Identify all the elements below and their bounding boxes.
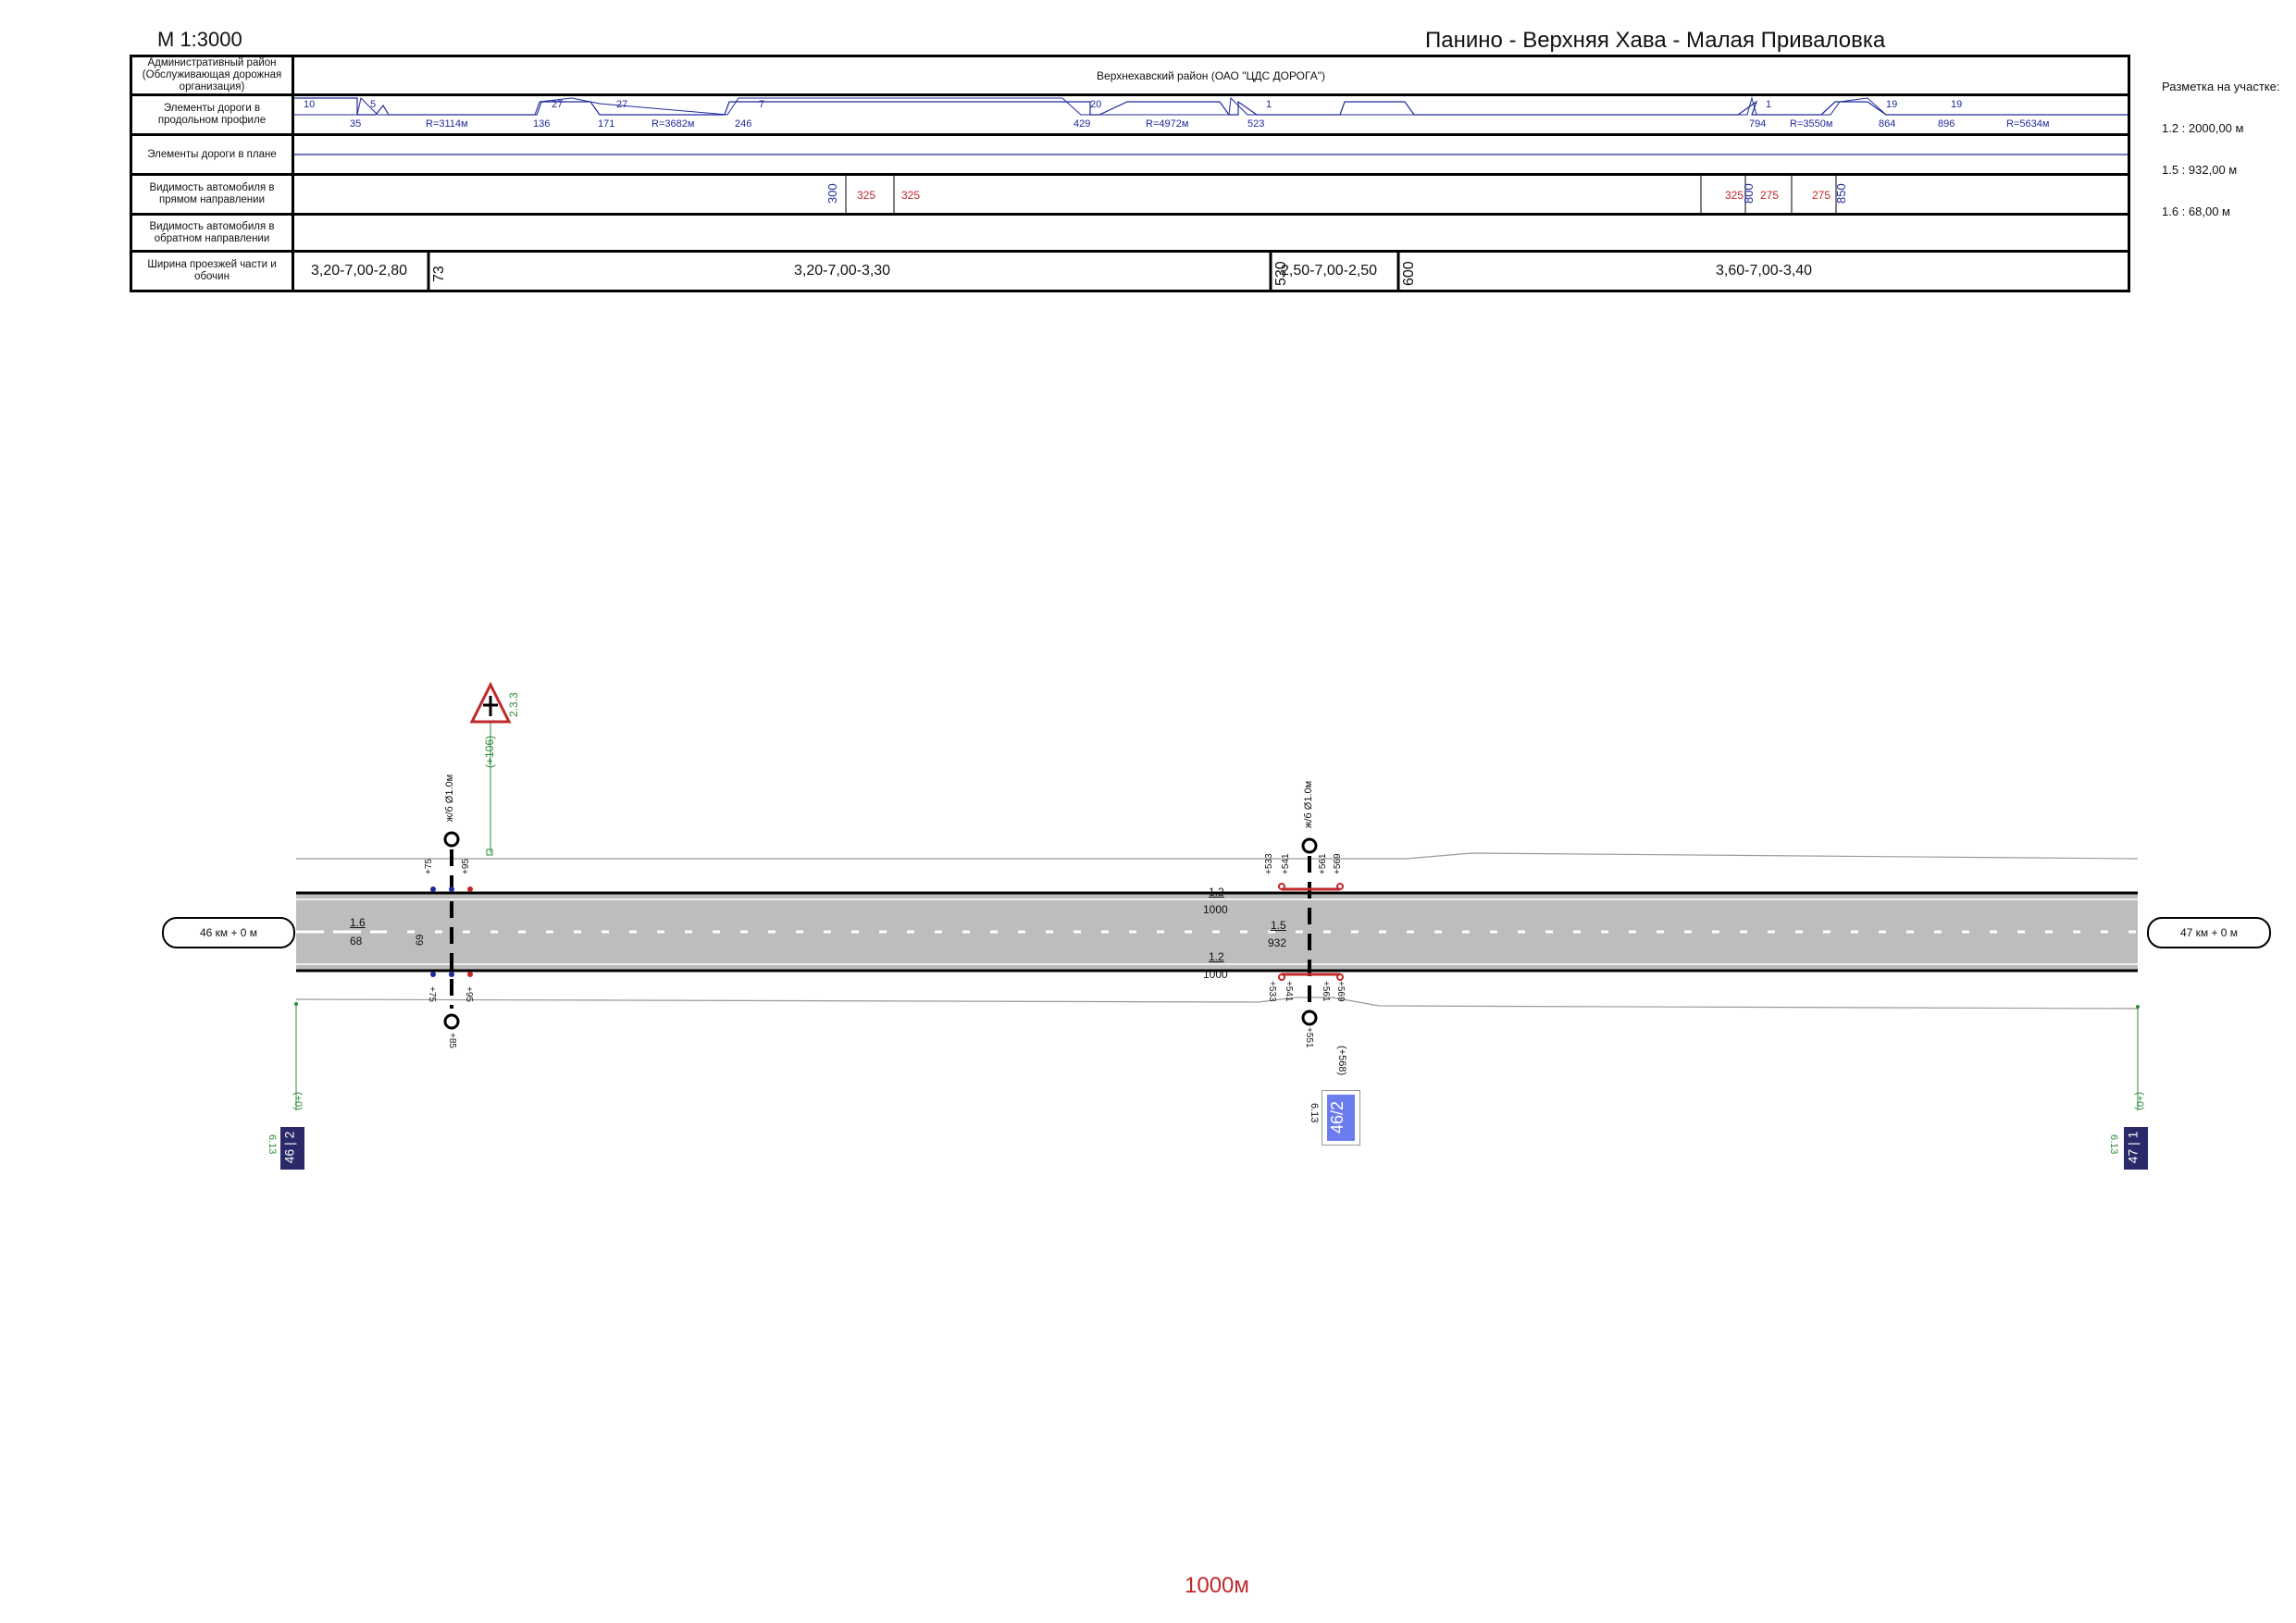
radius-label: R=3682м: [652, 118, 695, 130]
radius-label: R=3114м: [426, 118, 468, 130]
offset-label: +541: [1281, 853, 1291, 874]
offset-label: +569: [1333, 853, 1343, 874]
marking-code: 1.2: [1209, 950, 1224, 963]
visibility-value: 275: [1812, 189, 1831, 202]
visibility-value: 325: [857, 189, 876, 202]
sign-offset: (+0): [2134, 1092, 2145, 1110]
widths-cell: 3,20-7,00-2,80 73 3,20-7,00-3,30 530 2,5…: [292, 250, 2130, 292]
row-label-plan: Элементы дороги в плане: [130, 133, 294, 176]
marking-code: 69: [415, 934, 426, 946]
profile-line: [294, 96, 2128, 116]
offset-label: +533: [1264, 853, 1274, 874]
station-label: 35: [350, 118, 362, 130]
map-scale: М 1:3000: [157, 28, 242, 51]
radius-label: R=4972м: [1146, 118, 1189, 130]
sign-offset: (+0): [292, 1092, 304, 1110]
admin-district: Верхнехавский район (ОАО "ЦДС ДОРОГА"): [292, 55, 2130, 96]
slope-label: 5: [370, 99, 377, 110]
offset-label: +85: [447, 1033, 457, 1048]
plan-cell: [292, 133, 2130, 176]
radius-label: R=5634м: [2006, 118, 2050, 130]
visibility-value: 325: [901, 189, 921, 202]
offset-label: +95: [464, 986, 474, 1002]
offset-label: +75: [424, 859, 434, 874]
offset-label: +75: [427, 986, 437, 1002]
summary-title: Разметка на участке:: [2162, 80, 2280, 93]
marking-length: 932: [1268, 936, 1287, 949]
pipe-label: ж/б Ø1.0м: [444, 774, 455, 822]
row-label-visibility-forward: Видимость автомобиля в прямом направлени…: [130, 173, 294, 216]
visibility-dividers: [845, 176, 1837, 213]
slope-label: 27: [552, 99, 564, 110]
marking-length: 68: [350, 935, 363, 948]
slope-label: 1: [1766, 99, 1772, 110]
sign-code: 6.13: [267, 1134, 278, 1155]
width-segment: 3,20-7,00-2,80: [311, 263, 408, 279]
marking-summary: Разметка на участке: 1.2 : 2000,00 м 1.5…: [2162, 52, 2279, 232]
sign-code: 6.13: [1309, 1103, 1320, 1123]
station-label: 429: [1074, 118, 1091, 130]
profile-cell: 10 5 27 27 7 20 1 1 19 19 35 136 171 246…: [292, 93, 2130, 136]
station-label: 246: [735, 118, 752, 130]
station-label: 794: [1749, 118, 1767, 130]
km-start-marker: 46 км + 0 м: [162, 917, 295, 948]
sign-offset: (+106): [483, 735, 496, 768]
slope-label: 19: [1951, 99, 1963, 110]
summary-line: 1.6 : 68,00 м: [2162, 204, 2230, 218]
marking-length: 1000: [1203, 968, 1228, 981]
sign-code: 2.3.3: [507, 692, 520, 717]
km-post-sign-mid: 46/2: [1322, 1090, 1360, 1146]
sign-code: 6.13: [2108, 1134, 2119, 1155]
marking-code: 1.6: [350, 916, 366, 929]
summary-line: 1.2 : 2000,00 м: [2162, 121, 2244, 135]
km-end-marker: 47 км + 0 м: [2147, 917, 2271, 948]
row-label-admin: Административный район (Обслуживающая до…: [130, 55, 294, 96]
visibility-value: 275: [1760, 189, 1780, 202]
width-segment: 2,50-7,00-2,50: [1281, 263, 1378, 279]
offset-label: +561: [1321, 981, 1331, 1002]
section-length: 1000м: [1185, 1573, 1249, 1598]
row-label-widths: Ширина проезжей части и обочин: [130, 250, 294, 292]
station-label: 523: [1247, 118, 1265, 130]
summary-line: 1.5 : 932,00 м: [2162, 163, 2238, 177]
offset-label: +561: [1318, 853, 1328, 874]
station-label: 136: [533, 118, 551, 130]
offset-label: +95: [461, 859, 471, 874]
slope-label: 7: [759, 99, 765, 110]
sign-offset: (+568): [1336, 1046, 1347, 1076]
km-post-sign-start: 46 | 2: [280, 1127, 304, 1170]
slope-label: 19: [1886, 99, 1898, 110]
offset-label: +541: [1284, 981, 1294, 1002]
width-segment: 3,20-7,00-3,30: [794, 263, 891, 279]
widths-dividers: [427, 253, 1400, 290]
station-label: 171: [598, 118, 615, 130]
station-label: 864: [1879, 118, 1896, 130]
slope-label: 27: [616, 99, 628, 110]
road-info-table: Административный район (Обслуживающая до…: [130, 55, 2130, 292]
route-title: Панино - Верхняя Хава - Малая Приваловка: [1425, 28, 1886, 53]
visibility-forward-cell: 300 325 325 325 800 275 275 850: [292, 173, 2130, 216]
marking-code: 1.5: [1271, 919, 1286, 932]
plan-line: [294, 154, 2128, 155]
marking-length: 1000: [1203, 903, 1228, 916]
slope-label: 1: [1266, 99, 1272, 110]
row-label-visibility-reverse: Видимость автомобиля в обратном направле…: [130, 213, 294, 253]
width-segment: 3,60-7,00-3,40: [1716, 263, 1813, 279]
radius-label: R=3550м: [1790, 118, 1833, 130]
pipe-label: ж/б Ø1.0м: [1303, 780, 1314, 828]
station-label: 896: [1938, 118, 1955, 130]
offset-label: +569: [1335, 981, 1346, 1002]
offset-label: +551: [1304, 1027, 1314, 1048]
row-label-profile: Элементы дороги в продольном профиле: [130, 93, 294, 136]
marking-code: 1.2: [1209, 886, 1224, 898]
slope-label: 10: [304, 99, 316, 110]
slope-label: 20: [1090, 99, 1102, 110]
visibility-reverse-cell: [292, 213, 2130, 253]
visibility-value: 325: [1725, 189, 1744, 202]
offset-label: +533: [1267, 981, 1277, 1002]
km-post-sign-end: 47 | 1: [2124, 1127, 2148, 1170]
